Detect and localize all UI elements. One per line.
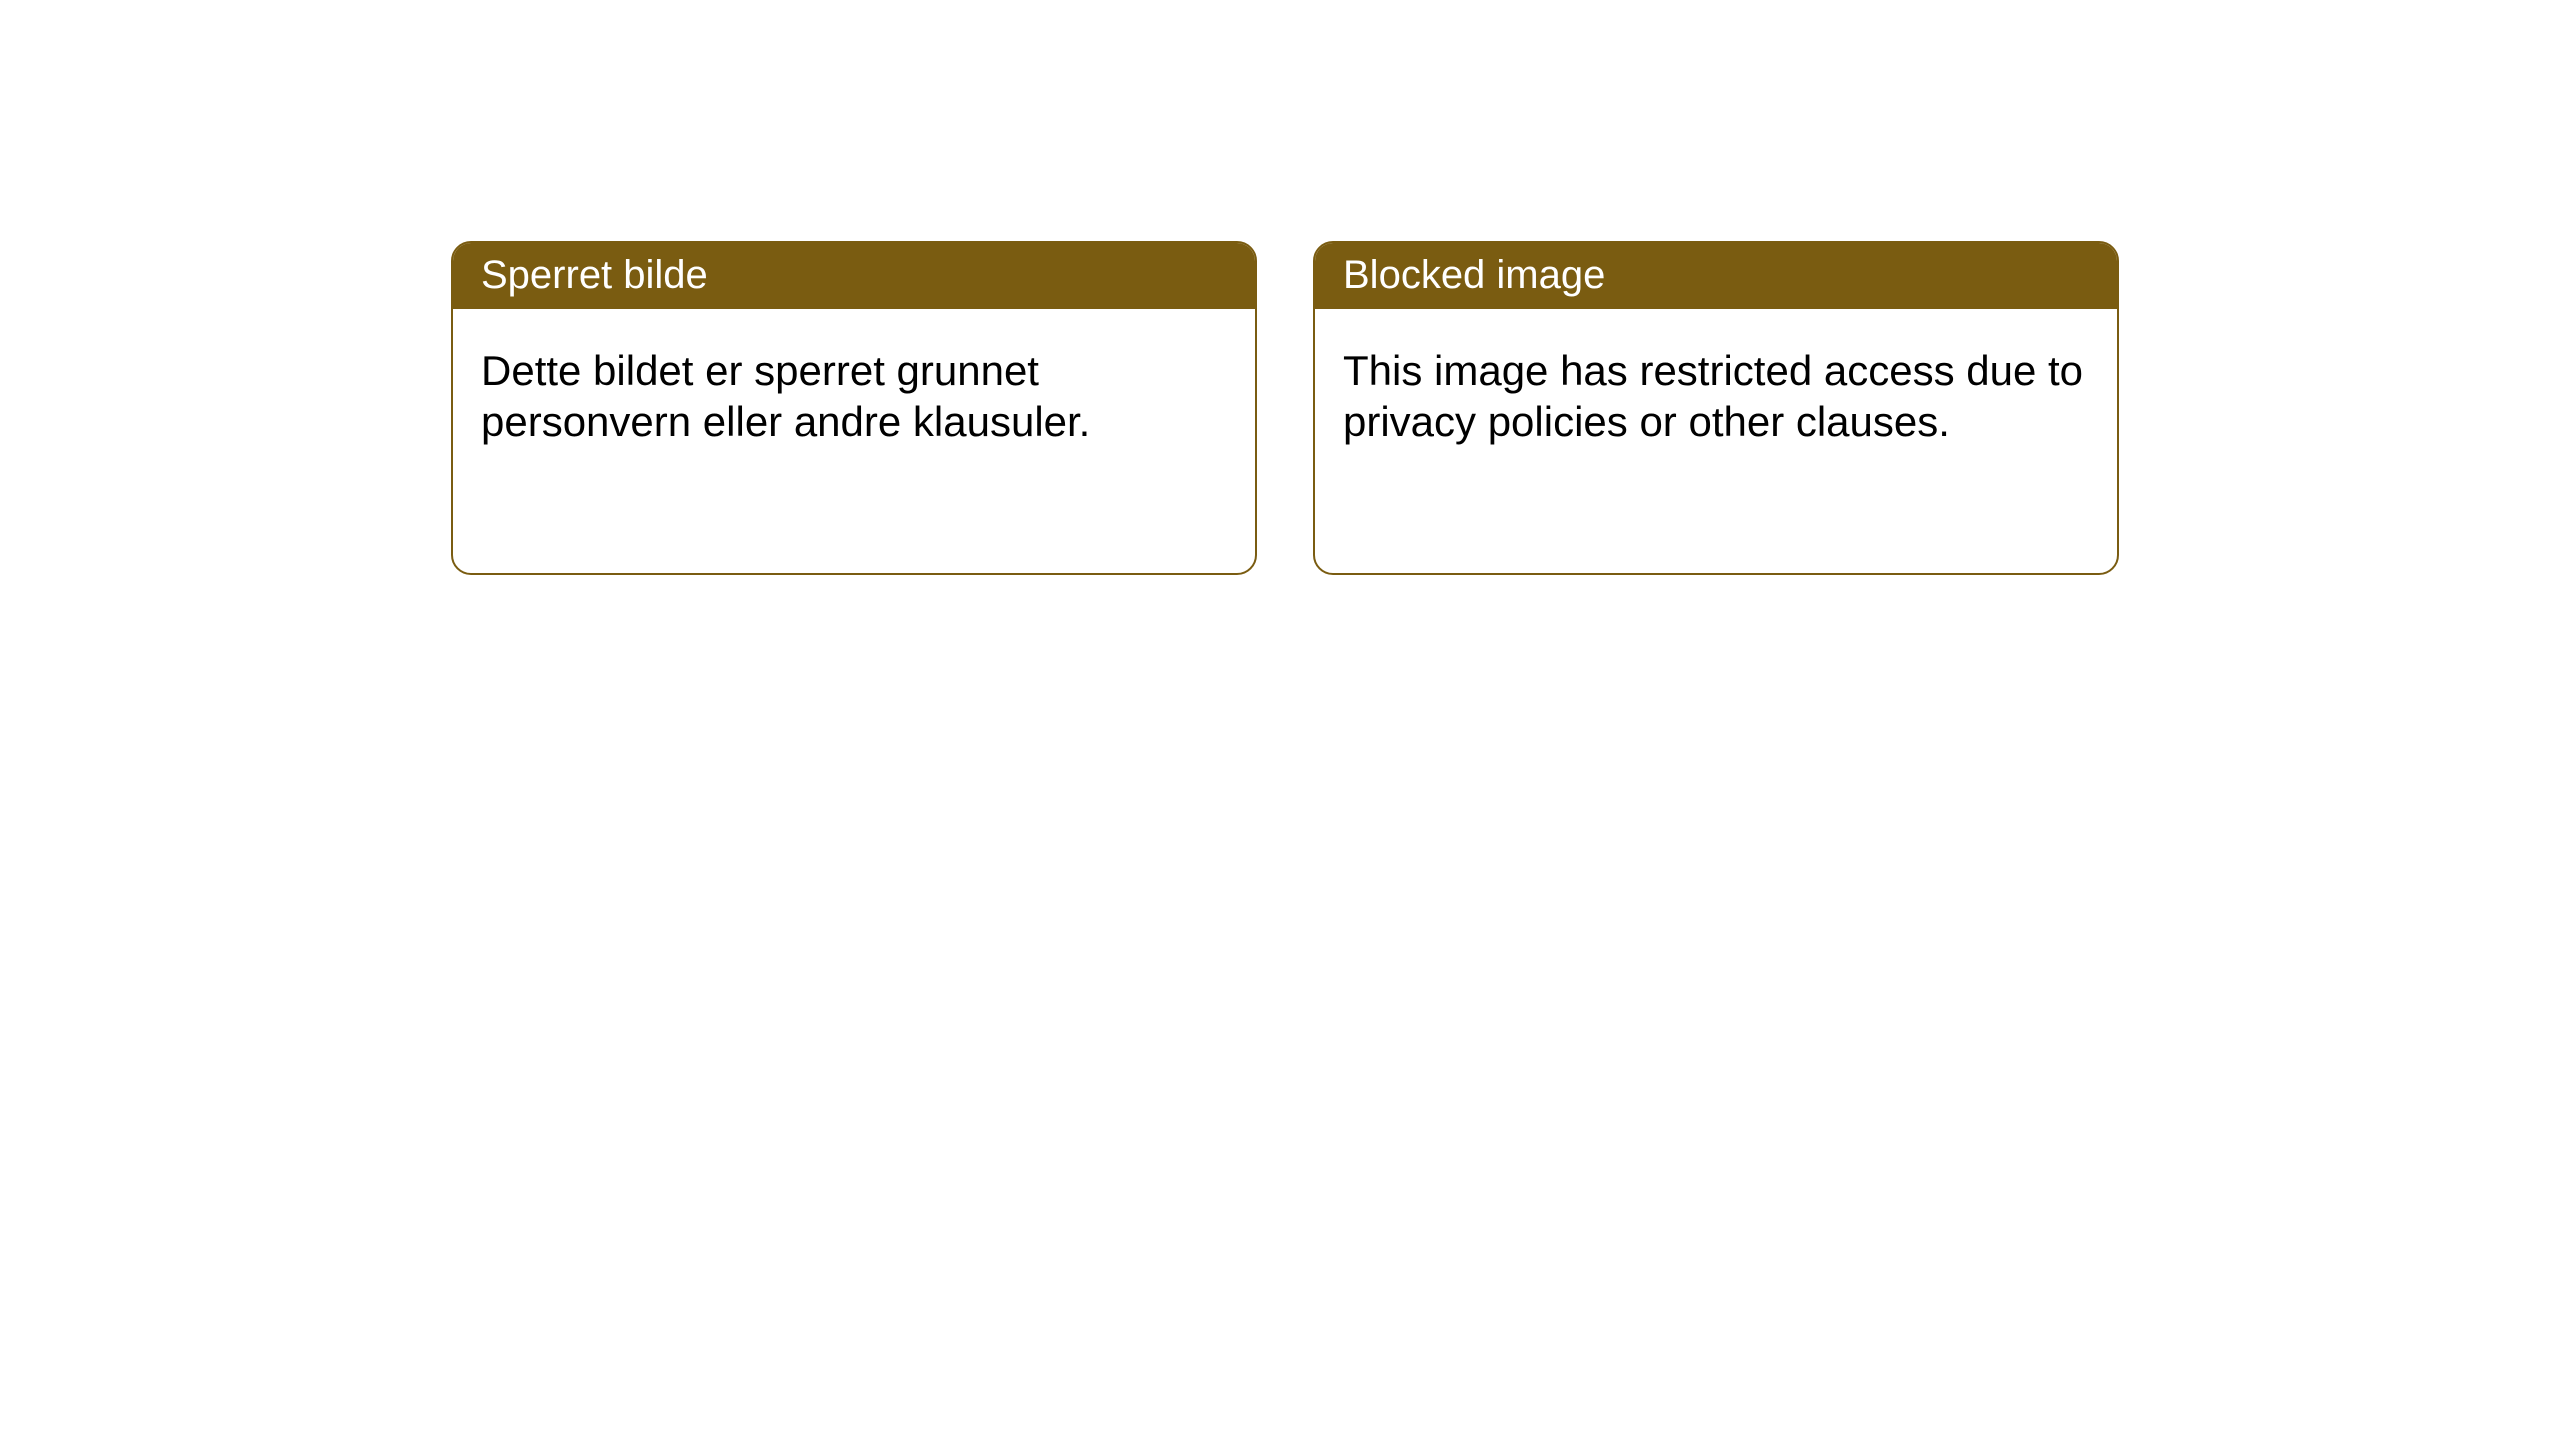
notice-card-english: Blocked image This image has restricted … [1313,241,2119,575]
notice-header-norwegian: Sperret bilde [453,243,1255,309]
notice-container: Sperret bilde Dette bildet er sperret gr… [0,0,2560,575]
notice-card-norwegian: Sperret bilde Dette bildet er sperret gr… [451,241,1257,575]
notice-body-english: This image has restricted access due to … [1315,309,2117,475]
notice-header-english: Blocked image [1315,243,2117,309]
notice-body-norwegian: Dette bildet er sperret grunnet personve… [453,309,1255,475]
